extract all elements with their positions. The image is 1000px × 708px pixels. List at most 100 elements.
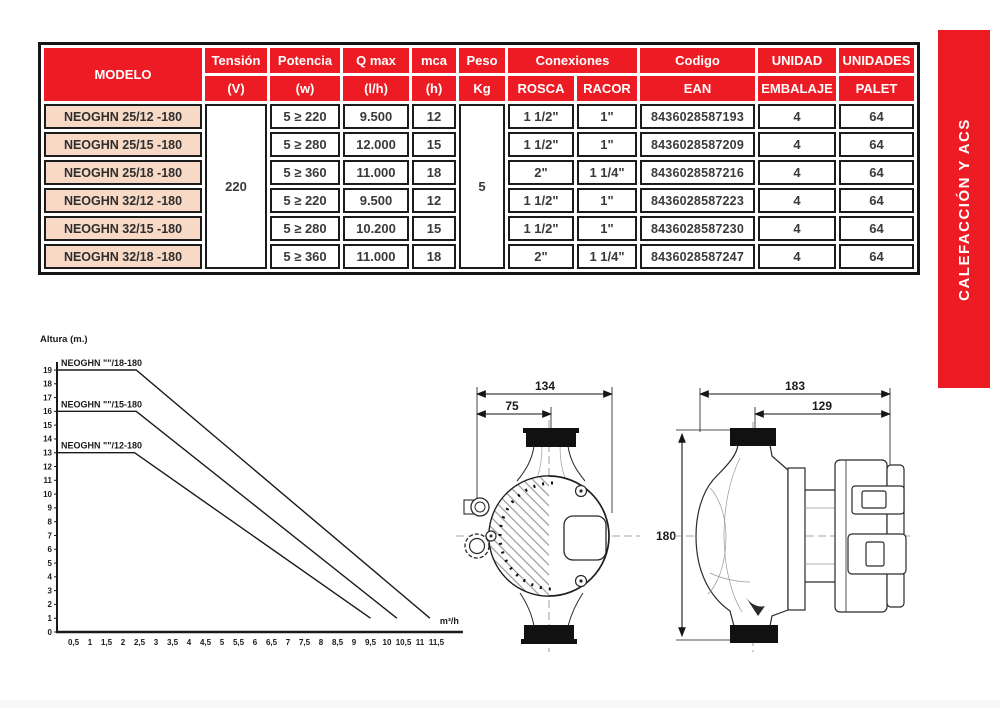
- cell-unidades-palet: 64: [839, 244, 914, 269]
- cell-ean: 8436028587230: [640, 216, 755, 241]
- header-qmax: Q max: [343, 48, 409, 73]
- pump-curve: [57, 452, 371, 619]
- x-tick-label: 6,5: [266, 638, 278, 647]
- header-tension-unit: (V): [205, 76, 267, 101]
- cell-ean: 8436028587247: [640, 244, 755, 269]
- header-palet: PALET: [839, 76, 914, 101]
- cell-racor: 1 1/4": [577, 160, 637, 185]
- header-potencia-unit: (w): [270, 76, 340, 101]
- y-tick-label: 16: [43, 407, 52, 416]
- x-tick-label: 4: [187, 638, 192, 647]
- dimension-label-183: 183: [785, 379, 805, 393]
- y-tick-label: 8: [48, 517, 53, 526]
- cell-potencia: 5 ≥ 360: [270, 244, 340, 269]
- cell-unidad-embalaje: 4: [758, 216, 836, 241]
- y-tick-label: 15: [43, 421, 52, 430]
- cell-racor: 1": [577, 188, 637, 213]
- header-qmax-unit: (l/h): [343, 76, 409, 101]
- cell-potencia: 5 ≥ 280: [270, 132, 340, 157]
- cell-unidades-palet: 64: [839, 216, 914, 241]
- cell-mca: 12: [412, 188, 456, 213]
- cell-tension-merged: 220: [205, 104, 267, 269]
- cell-unidad-embalaje: 4: [758, 132, 836, 157]
- cell-rosca: 1 1/2": [508, 132, 574, 157]
- y-tick-label: 11: [44, 476, 53, 485]
- table-row: NEOGHN 32/15 -180 5 ≥ 280 10.200 15 1 1/2" 1"…: [44, 216, 914, 241]
- bottom-flange: [730, 625, 778, 643]
- cell-ean: 8436028587209: [640, 132, 755, 157]
- header-racor: RACOR: [577, 76, 637, 101]
- y-tick-label: 4: [48, 573, 53, 582]
- table-row: NEOGHN 32/18 -180 5 ≥ 360 11.000 18 2" 1 1/4"…: [44, 244, 914, 269]
- x-tick-label: 7: [286, 638, 291, 647]
- y-tick-label: 13: [43, 449, 52, 458]
- cell-qmax: 11.000: [343, 244, 409, 269]
- header-potencia: Potencia: [270, 48, 340, 73]
- y-tick-label: 17: [43, 393, 52, 402]
- cell-modelo: NEOGHN 25/18 -180: [44, 160, 202, 185]
- table-row: NEOGHN 32/12 -180 5 ≥ 220 9.500 12 1 1/2" 1" 8…: [44, 188, 914, 213]
- table-row: NEOGHN 25/18 -180 5 ≥ 360 11.000 18 2" 1 1/4"…: [44, 160, 914, 185]
- cell-mca: 18: [412, 244, 456, 269]
- header-mca: mca: [412, 48, 456, 73]
- cell-mca: 15: [412, 216, 456, 241]
- front-pump-body: [456, 420, 640, 652]
- cell-peso-merged: 5: [459, 104, 505, 269]
- cell-racor: 1": [577, 104, 637, 129]
- x-axis-unit-label: m³/h: [440, 616, 459, 626]
- cell-qmax: 9.500: [343, 188, 409, 213]
- cell-rosca: 2": [508, 160, 574, 185]
- cell-unidad-embalaje: 4: [758, 244, 836, 269]
- cell-modelo: NEOGHN 25/12 -180: [44, 104, 202, 129]
- cell-unidad-embalaje: 4: [758, 188, 836, 213]
- cell-unidad-embalaje: 4: [758, 104, 836, 129]
- x-tick-label: 11: [416, 638, 425, 647]
- category-tab: CALEFACCIÓN Y ACS: [938, 30, 990, 388]
- cell-racor: 1 1/4": [577, 244, 637, 269]
- cell-modelo: NEOGHN 32/18 -180: [44, 244, 202, 269]
- cell-ean: 8436028587223: [640, 188, 755, 213]
- curve-label: NEOGHN ""/18-180: [61, 358, 142, 368]
- x-tick-label: 1: [88, 638, 93, 647]
- cell-unidades-palet: 64: [839, 188, 914, 213]
- table-row: NEOGHN 25/15 -180 5 ≥ 280 12.000 15 1 1/2" 1"…: [44, 132, 914, 157]
- side-pump-body: [674, 422, 910, 652]
- y-tick-label: 7: [48, 531, 53, 540]
- side-view-drawing: 183 129 180: [656, 379, 910, 652]
- cell-racor: 1": [577, 216, 637, 241]
- header-tension: Tensión: [205, 48, 267, 73]
- cell-racor: 1": [577, 132, 637, 157]
- product-table: MODELO Tensión Potencia Q max mca Peso C…: [38, 42, 920, 275]
- x-tick-label: 8,5: [332, 638, 344, 647]
- header-codigo: Codigo: [640, 48, 755, 73]
- cell-rosca: 1 1/2": [508, 188, 574, 213]
- cell-potencia: 5 ≥ 220: [270, 188, 340, 213]
- x-tick-label: 5,5: [233, 638, 245, 647]
- table-row: NEOGHN 25/12 -180 220 5 ≥ 220 9.500 12 5 1 1/2…: [44, 104, 914, 269]
- header-conexiones: Conexiones: [508, 48, 637, 73]
- cell-mca: 12: [412, 104, 456, 129]
- cell-potencia: 5 ≥ 360: [270, 160, 340, 185]
- x-tick-label: 9: [352, 638, 357, 647]
- pump-curve: [57, 369, 431, 619]
- curve-label: NEOGHN ""/12-180: [61, 441, 142, 451]
- y-tick-label: 5: [48, 559, 53, 568]
- y-tick-label: 2: [48, 600, 53, 609]
- y-tick-label: 19: [43, 366, 52, 375]
- x-tick-label: 9,5: [365, 638, 377, 647]
- header-modelo: MODELO: [44, 48, 202, 101]
- cell-rosca: 1 1/2": [508, 216, 574, 241]
- y-tick-label: 9: [48, 504, 53, 513]
- y-tick-label: 3: [48, 586, 53, 595]
- x-tick-label: 3: [154, 638, 159, 647]
- header-ean: EAN: [640, 76, 755, 101]
- header-embalaje: EMBALAJE: [758, 76, 836, 101]
- dimension-label-180: 180: [656, 529, 676, 543]
- cell-mca: 15: [412, 132, 456, 157]
- header-peso-unit: Kg: [459, 76, 505, 101]
- table-body: NEOGHN 25/12 -180 220 5 ≥ 220 9.500 12 5 1 1/2…: [44, 104, 914, 269]
- x-tick-label: 6: [253, 638, 258, 647]
- dimension-label-75: 75: [505, 399, 519, 413]
- page-edge: [0, 700, 1000, 708]
- dimension-label-129: 129: [812, 399, 832, 413]
